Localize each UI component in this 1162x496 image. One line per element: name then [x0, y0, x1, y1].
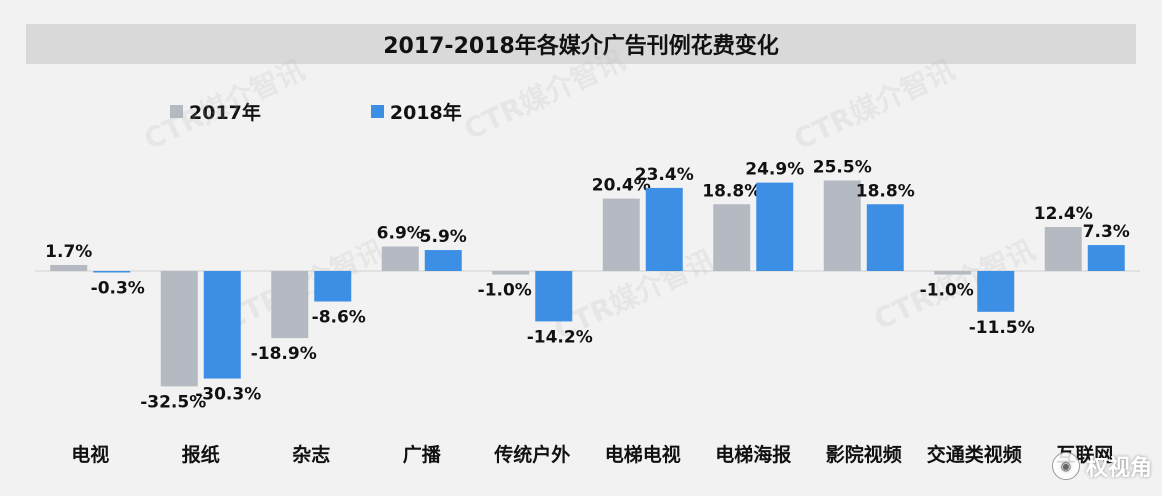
bar-label-2018-0: -0.3%	[91, 279, 145, 299]
diagonal-watermark: CTR媒介智讯	[789, 53, 960, 156]
bar-2018-0	[93, 271, 131, 273]
bar-2018-4	[535, 271, 573, 322]
legend-label-2018: 2018年	[389, 102, 462, 124]
legend-item-2017: 2017年	[170, 98, 261, 125]
category-label-0: 电视	[71, 443, 109, 466]
bar-2018-5	[645, 187, 683, 271]
legend: 2017年 2018年	[170, 98, 462, 125]
bar-label-2017-3: 6.9%	[377, 224, 424, 244]
category-label-7: 影院视频	[826, 443, 902, 466]
bar-2017-8	[934, 271, 972, 275]
bar-label-2018-6: 24.9%	[745, 160, 804, 180]
bar-2017-7	[823, 180, 861, 271]
bar-label-2017-1: -32.5%	[140, 392, 206, 412]
bar-2018-7	[866, 204, 904, 271]
bar-2017-2	[271, 271, 309, 339]
chart-title: 2017-2018年各媒介广告刊例花费变化	[26, 24, 1136, 64]
bar-label-2017-6: 18.8%	[702, 181, 761, 201]
bar-2017-4	[492, 271, 530, 275]
legend-item-2018: 2018年	[370, 98, 462, 125]
bar-2018-6	[756, 182, 794, 271]
corner-watermark-text: 权视角	[1085, 456, 1152, 481]
bar-label-2017-9: 12.4%	[1034, 204, 1093, 224]
bar-label-2018-7: 18.8%	[856, 181, 915, 201]
diagonal-watermark: CTR媒介智讯	[139, 53, 310, 156]
bar-label-2017-5: 20.4%	[592, 176, 651, 196]
category-label-2: 杂志	[292, 443, 330, 466]
bar-2018-8	[977, 271, 1015, 312]
bar-label-2018-9: 7.3%	[1083, 222, 1130, 242]
bar-label-2017-0: 1.7%	[45, 242, 92, 262]
bar-label-2018-2: -8.6%	[312, 308, 366, 328]
bar-2018-2	[314, 271, 352, 302]
category-label-1: 报纸	[182, 443, 220, 466]
bar-2017-6	[713, 204, 751, 271]
bar-2018-1	[203, 271, 241, 379]
bar-2017-5	[602, 198, 640, 271]
diagonal-watermark: CTR媒介智讯	[459, 43, 630, 146]
bar-label-2017-8: -1.0%	[920, 281, 974, 301]
bar-2017-3	[381, 246, 419, 271]
bar-2017-1	[160, 271, 198, 387]
bar-label-2018-4: -14.2%	[527, 327, 593, 347]
legend-swatch-2017	[170, 105, 183, 118]
bar-label-2018-1: -30.3%	[195, 385, 261, 405]
bar-label-2018-5: 23.4%	[635, 165, 694, 185]
bar-2018-3	[424, 250, 462, 271]
bar-label-2018-8: -11.5%	[969, 318, 1035, 338]
bar-2017-0	[50, 264, 88, 271]
bar-2017-9	[1044, 226, 1082, 271]
category-label-3: 广播	[403, 443, 442, 466]
bar-label-2017-4: -1.0%	[478, 281, 532, 301]
category-label-4: 传统户外	[493, 443, 570, 466]
legend-label-2017: 2017年	[189, 102, 261, 124]
corner-watermark: ◉ 权视角	[1051, 450, 1152, 482]
category-label-5: 电梯电视	[605, 443, 681, 466]
category-label-8: 交通类视频	[927, 443, 1022, 466]
bar-2018-9	[1087, 245, 1125, 271]
bar-label-2018-3: 5.9%	[420, 227, 467, 247]
category-label-6: 电梯海报	[715, 443, 791, 466]
wechat-icon: ◉	[1051, 452, 1080, 480]
legend-swatch-2018	[370, 105, 384, 118]
bar-label-2017-2: -18.9%	[251, 344, 317, 364]
bar-label-2017-7: 25.5%	[813, 157, 872, 177]
